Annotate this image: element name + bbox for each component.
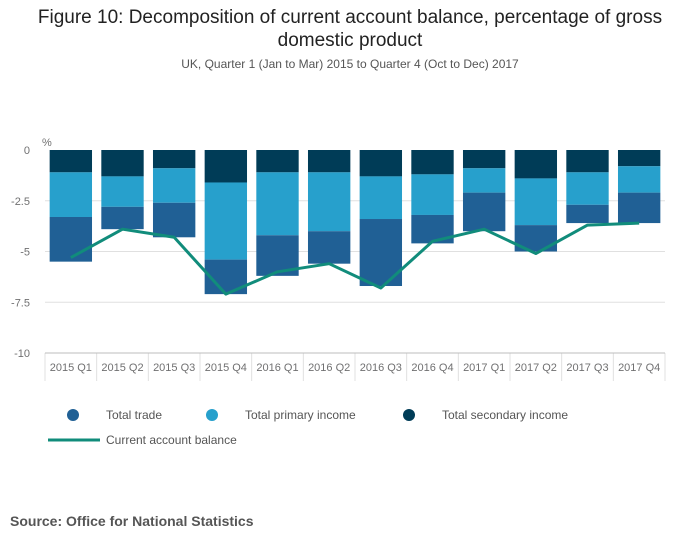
source-note: Source: Office for National Statistics xyxy=(10,513,254,529)
x-tick-label: 2017 Q1 xyxy=(463,362,505,374)
bar-total-primary-income xyxy=(152,168,196,203)
bar-total-trade xyxy=(566,204,609,224)
bar-total-secondary-income xyxy=(307,150,351,173)
y-tick-label: 0 xyxy=(24,145,30,157)
legend-label-current-account-balance: Current account balance xyxy=(106,433,237,447)
balance-line xyxy=(70,221,640,296)
bar-total-trade xyxy=(152,202,196,238)
x-tick-label: 2017 Q4 xyxy=(618,362,660,374)
x-tick-label: 2015 Q4 xyxy=(205,362,247,374)
chart-subtitle: UK, Quarter 1 (Jan to Mar) 2015 to Quart… xyxy=(181,57,519,71)
bar-total-primary-income xyxy=(101,176,144,207)
bar-stacks xyxy=(49,150,661,295)
legend-label-total-secondary-income: Total secondary income xyxy=(442,408,568,422)
y-tick-label: -7.5 xyxy=(11,297,30,309)
bar-total-primary-income xyxy=(462,168,506,193)
x-tick-label: 2017 Q3 xyxy=(566,362,608,374)
bar-total-secondary-income xyxy=(514,150,558,179)
legend-swatch-total-secondary-income xyxy=(403,409,415,421)
bar-total-primary-income xyxy=(514,178,558,226)
bar-total-secondary-income xyxy=(101,150,144,177)
line-current-account-balance xyxy=(70,221,640,296)
bar-total-primary-income xyxy=(204,182,248,260)
bar-total-trade xyxy=(462,192,506,232)
x-tick-label: 2017 Q2 xyxy=(515,362,557,374)
legend: Total trade Total primary income Total sec… xyxy=(48,408,568,447)
bar-total-trade xyxy=(617,192,661,224)
bar-total-primary-income xyxy=(566,172,609,205)
bar-total-trade xyxy=(101,206,144,230)
bar-total-secondary-income xyxy=(359,150,403,177)
bar-total-primary-income xyxy=(307,172,351,232)
bar-total-secondary-income xyxy=(256,150,299,173)
x-tick-label: 2015 Q2 xyxy=(101,362,143,374)
bar-total-secondary-income xyxy=(617,150,661,167)
legend-swatch-total-primary-income xyxy=(206,409,218,421)
y-tick-label: -5 xyxy=(20,247,30,259)
bar-total-primary-income xyxy=(359,176,403,220)
axes: 0 -2.5 -5 -7.5 -10% 2015 Q1 2015 Q2 2015 Q3 2015… xyxy=(11,137,666,381)
chart-title: Figure 10: Decomposition of current acco… xyxy=(37,7,663,51)
x-tick-label: 2016 Q4 xyxy=(411,362,453,374)
bar-total-trade xyxy=(307,231,351,264)
y-tick-label: -2.5 xyxy=(11,196,30,208)
bar-total-primary-income xyxy=(411,174,454,215)
x-tick-label: 2015 Q1 xyxy=(50,362,92,374)
bar-total-secondary-income xyxy=(204,150,248,183)
bar-total-secondary-income xyxy=(152,150,196,169)
y-axis-unit: % xyxy=(42,137,52,149)
x-tick-label: 2016 Q2 xyxy=(308,362,350,374)
bar-total-primary-income xyxy=(617,166,661,193)
x-tick-label: 2016 Q1 xyxy=(256,362,298,374)
bar-total-trade xyxy=(49,216,93,262)
legend-swatch-total-trade xyxy=(67,409,79,421)
x-tick-label: 2016 Q3 xyxy=(360,362,402,374)
legend-label-total-trade: Total trade xyxy=(106,408,162,422)
bar-total-secondary-income xyxy=(49,150,93,173)
bar-total-secondary-income xyxy=(566,150,609,173)
bar-total-primary-income xyxy=(49,172,93,217)
bar-total-secondary-income xyxy=(411,150,454,175)
bar-total-primary-income xyxy=(256,172,299,236)
legend-label-total-primary-income: Total primary income xyxy=(245,408,356,422)
y-tick-label: -10 xyxy=(14,348,30,360)
x-tick-label: 2015 Q3 xyxy=(153,362,195,374)
bar-total-secondary-income xyxy=(462,150,506,169)
